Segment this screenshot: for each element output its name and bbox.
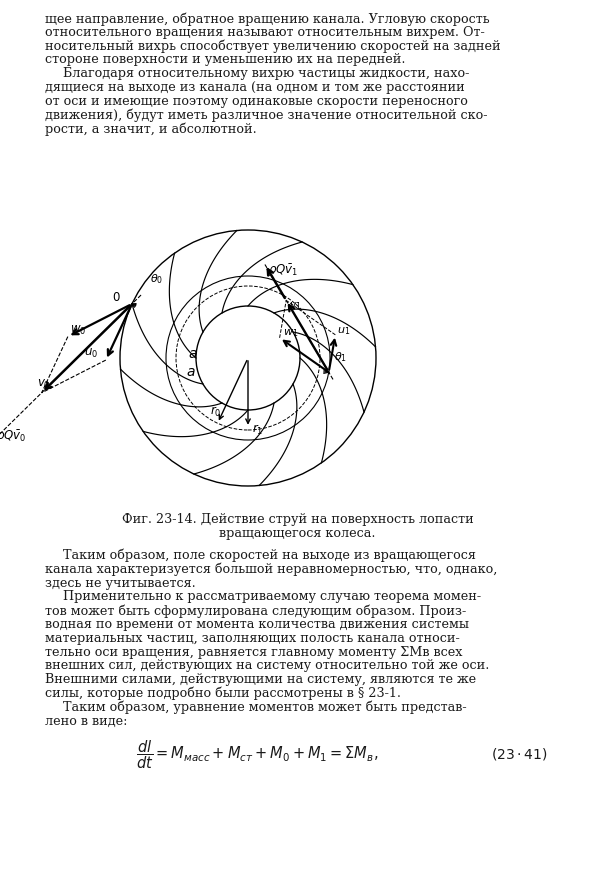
Text: $\rho Q \bar{v}_1$: $\rho Q \bar{v}_1$ (268, 263, 298, 279)
Text: лено в виде:: лено в виде: (45, 714, 127, 728)
Text: $0$: $0$ (112, 291, 121, 304)
Text: $v_0$: $v_0$ (37, 378, 50, 391)
Text: Таким образом, уравнение моментов может быть представ-: Таким образом, уравнение моментов может … (63, 700, 466, 714)
Text: $\theta_0$: $\theta_0$ (150, 272, 163, 285)
Text: $a$: $a$ (186, 365, 196, 379)
Text: $\rho Q \bar{v}_0$: $\rho Q \bar{v}_0$ (0, 428, 26, 445)
Text: носительный вихрь способствует увеличению скоростей на задней: носительный вихрь способствует увеличени… (45, 40, 500, 53)
Text: стороне поверхности и уменьшению их на передней.: стороне поверхности и уменьшению их на п… (45, 54, 406, 66)
Text: Внешними силами, действующими на систему, являются те же: Внешними силами, действующими на систему… (45, 673, 476, 686)
Text: материальных частиц, заполняющих полость канала относи-: материальных частиц, заполняющих полость… (45, 632, 460, 645)
Text: $\dfrac{dl}{dt} = M_{\mathit{масс}} + M_{\mathit{ст}} + M_0 + M_1 = \Sigma M_{\m: $\dfrac{dl}{dt} = M_{\mathit{масс}} + M_… (136, 738, 378, 771)
Text: щее направление, обратное вращению канала. Угловую скорость: щее направление, обратное вращению канал… (45, 12, 490, 26)
Text: $r_1$: $r_1$ (252, 423, 264, 437)
Text: $w_1$: $w_1$ (283, 327, 298, 338)
Text: дящиеся на выходе из канала (на одном и том же расстоянии: дящиеся на выходе из канала (на одном и … (45, 81, 465, 94)
Text: вращающегося колеса.: вращающегося колеса. (219, 527, 376, 540)
Text: Таким образом, поле скоростей на выходе из вращающегося: Таким образом, поле скоростей на выходе … (63, 549, 476, 562)
Text: $v_1$: $v_1$ (289, 300, 302, 312)
Text: относительного вращения называют относительным вихрем. От-: относительного вращения называют относит… (45, 26, 485, 39)
Text: канала характеризуется большой неравномерностью, что, однако,: канала характеризуется большой неравноме… (45, 563, 497, 576)
Text: силы, которые подробно были рассмотрены в § 23-1.: силы, которые подробно были рассмотрены … (45, 687, 401, 700)
Text: $u_0$: $u_0$ (84, 347, 98, 360)
Text: водная по времени от момента количества движения системы: водная по времени от момента количества … (45, 618, 469, 631)
Text: здесь не учитывается.: здесь не учитывается. (45, 576, 196, 589)
Text: $a$: $a$ (188, 347, 198, 361)
Text: тельно оси вращения, равняется главному моменту ΣMв всех: тельно оси вращения, равняется главному … (45, 646, 462, 659)
Text: тов может быть сформулирована следующим образом. Произ-: тов может быть сформулирована следующим … (45, 604, 466, 618)
Text: $u_1$: $u_1$ (337, 325, 350, 337)
Text: $w_0$: $w_0$ (70, 323, 86, 337)
Text: рости, а значит, и абсолютной.: рости, а значит, и абсолютной. (45, 122, 257, 136)
Text: Фиг. 23-14. Действие струй на поверхность лопасти: Фиг. 23-14. Действие струй на поверхност… (121, 513, 474, 526)
Text: $(23 \cdot 41)$: $(23 \cdot 41)$ (491, 746, 548, 762)
Text: $\theta_1$: $\theta_1$ (334, 351, 347, 364)
Text: от оси и имеющие поэтому одинаковые скорости переносного: от оси и имеющие поэтому одинаковые скор… (45, 95, 468, 107)
Text: внешних сил, действующих на систему относительно той же оси.: внешних сил, действующих на систему отно… (45, 659, 489, 672)
Text: Применительно к рассматриваемому случаю теорема момен-: Применительно к рассматриваемому случаю … (63, 590, 481, 603)
Text: Благодаря относительному вихрю частицы жидкости, нахо-: Благодаря относительному вихрю частицы ж… (63, 67, 469, 80)
Text: движения), будут иметь различное значение относительной ско-: движения), будут иметь различное значени… (45, 108, 487, 122)
Text: $r_0$: $r_0$ (210, 404, 221, 418)
